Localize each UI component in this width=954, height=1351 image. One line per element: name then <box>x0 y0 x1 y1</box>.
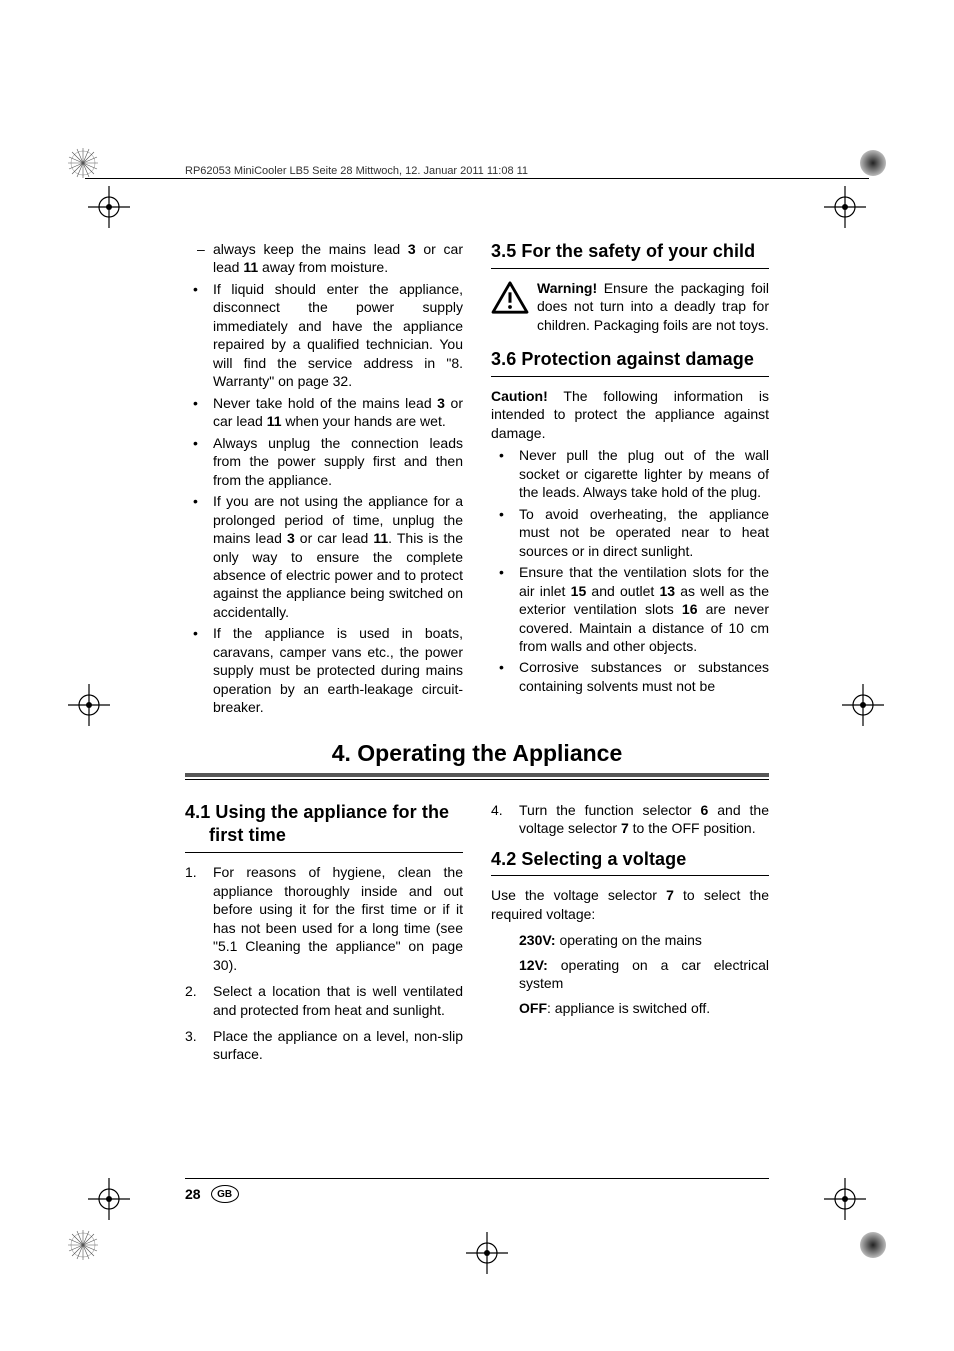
list-item: If the appliance is used in boats, carav… <box>185 624 463 716</box>
step-item: Place the appliance on a level, non-slip… <box>185 1027 463 1064</box>
crop-mark-icon <box>824 1178 866 1220</box>
heading-3-5: 3.5 For the safety of your child <box>491 240 769 264</box>
dash-item: always keep the mains lead 3 or car lead… <box>185 240 463 277</box>
steps-list-contd: Turn the function selector 6 and the vol… <box>491 801 769 838</box>
heading-rule <box>491 875 769 876</box>
crop-mark-icon <box>88 186 130 228</box>
page-content: always keep the mains lead 3 or car lead… <box>185 240 769 1072</box>
heading-rule <box>185 852 463 853</box>
caution-intro: Caution! The following information is in… <box>491 387 769 442</box>
print-mark-dot-tr <box>858 148 888 178</box>
list-item: If you are not using the appliance for a… <box>185 492 463 621</box>
heading-3-6: 3.6 Protection against damage <box>491 348 769 372</box>
right-bullet-list: Never pull the plug out of the wall sock… <box>491 446 769 695</box>
country-badge: GB <box>211 1185 239 1203</box>
print-mark-starburst-bl <box>68 1230 98 1260</box>
step-item: For reasons of hygiene, clean the applia… <box>185 863 463 974</box>
list-item: Never take hold of the mains lead 3 or c… <box>185 394 463 431</box>
top-right-column: 3.5 For the safety of your child Warning… <box>491 240 769 720</box>
list-item: Corrosive substances or substances conta… <box>491 658 769 695</box>
list-item: To avoid overheating, the appliance must… <box>491 505 769 560</box>
footer-rule <box>185 1178 769 1179</box>
warning-text: Warning! Ensure the packaging foil does … <box>537 279 769 334</box>
list-item: Ensure that the ventilation slots for th… <box>491 563 769 655</box>
crop-mark-icon <box>466 1232 508 1274</box>
print-header-rule <box>85 178 869 179</box>
crop-mark-icon <box>68 684 110 726</box>
heading-rule <box>491 268 769 269</box>
print-mark-starburst-tl <box>68 148 98 178</box>
step-item: Select a location that is well ventilate… <box>185 982 463 1019</box>
steps-list: For reasons of hygiene, clean the applia… <box>185 863 463 1064</box>
section-rule <box>185 773 769 779</box>
section-4-title: 4. Operating the Appliance <box>185 740 769 767</box>
left-bullet-list: If liquid should enter the appliance, di… <box>185 280 463 717</box>
voltage-option: 230V: operating on the mains <box>491 931 769 949</box>
list-item: Always unplug the connection leads from … <box>185 434 463 489</box>
top-columns: always keep the mains lead 3 or car lead… <box>185 240 769 720</box>
heading-rule <box>491 376 769 377</box>
page-number: 28 <box>185 1186 201 1202</box>
bottom-left-column: 4.1 Using the appliance for the first ti… <box>185 801 463 1072</box>
crop-mark-icon <box>842 684 884 726</box>
warning-triangle-icon <box>491 281 529 315</box>
page-footer: 28 GB <box>185 1178 769 1203</box>
top-left-column: always keep the mains lead 3 or car lead… <box>185 240 463 720</box>
warning-block: Warning! Ensure the packaging foil does … <box>491 279 769 334</box>
print-mark-dot-br <box>858 1230 888 1260</box>
list-item: Never pull the plug out of the wall sock… <box>491 446 769 501</box>
voltage-option: OFF: appliance is switched off. <box>491 999 769 1017</box>
step-item: Turn the function selector 6 and the vol… <box>491 801 769 838</box>
bottom-right-column: Turn the function selector 6 and the vol… <box>491 801 769 1072</box>
print-header-text: RP62053 MiniCooler LB5 Seite 28 Mittwoch… <box>185 165 528 177</box>
voltage-option: 12V: operating on a car electrical syste… <box>491 956 769 993</box>
bottom-columns: 4.1 Using the appliance for the first ti… <box>185 801 769 1072</box>
list-item: If liquid should enter the appliance, di… <box>185 280 463 391</box>
crop-mark-icon <box>88 1178 130 1220</box>
voltage-intro: Use the voltage selector 7 to select the… <box>491 886 769 923</box>
heading-4-1: 4.1 Using the appliance for the first ti… <box>209 801 463 849</box>
crop-mark-icon <box>824 186 866 228</box>
heading-4-2: 4.2 Selecting a voltage <box>491 848 769 872</box>
